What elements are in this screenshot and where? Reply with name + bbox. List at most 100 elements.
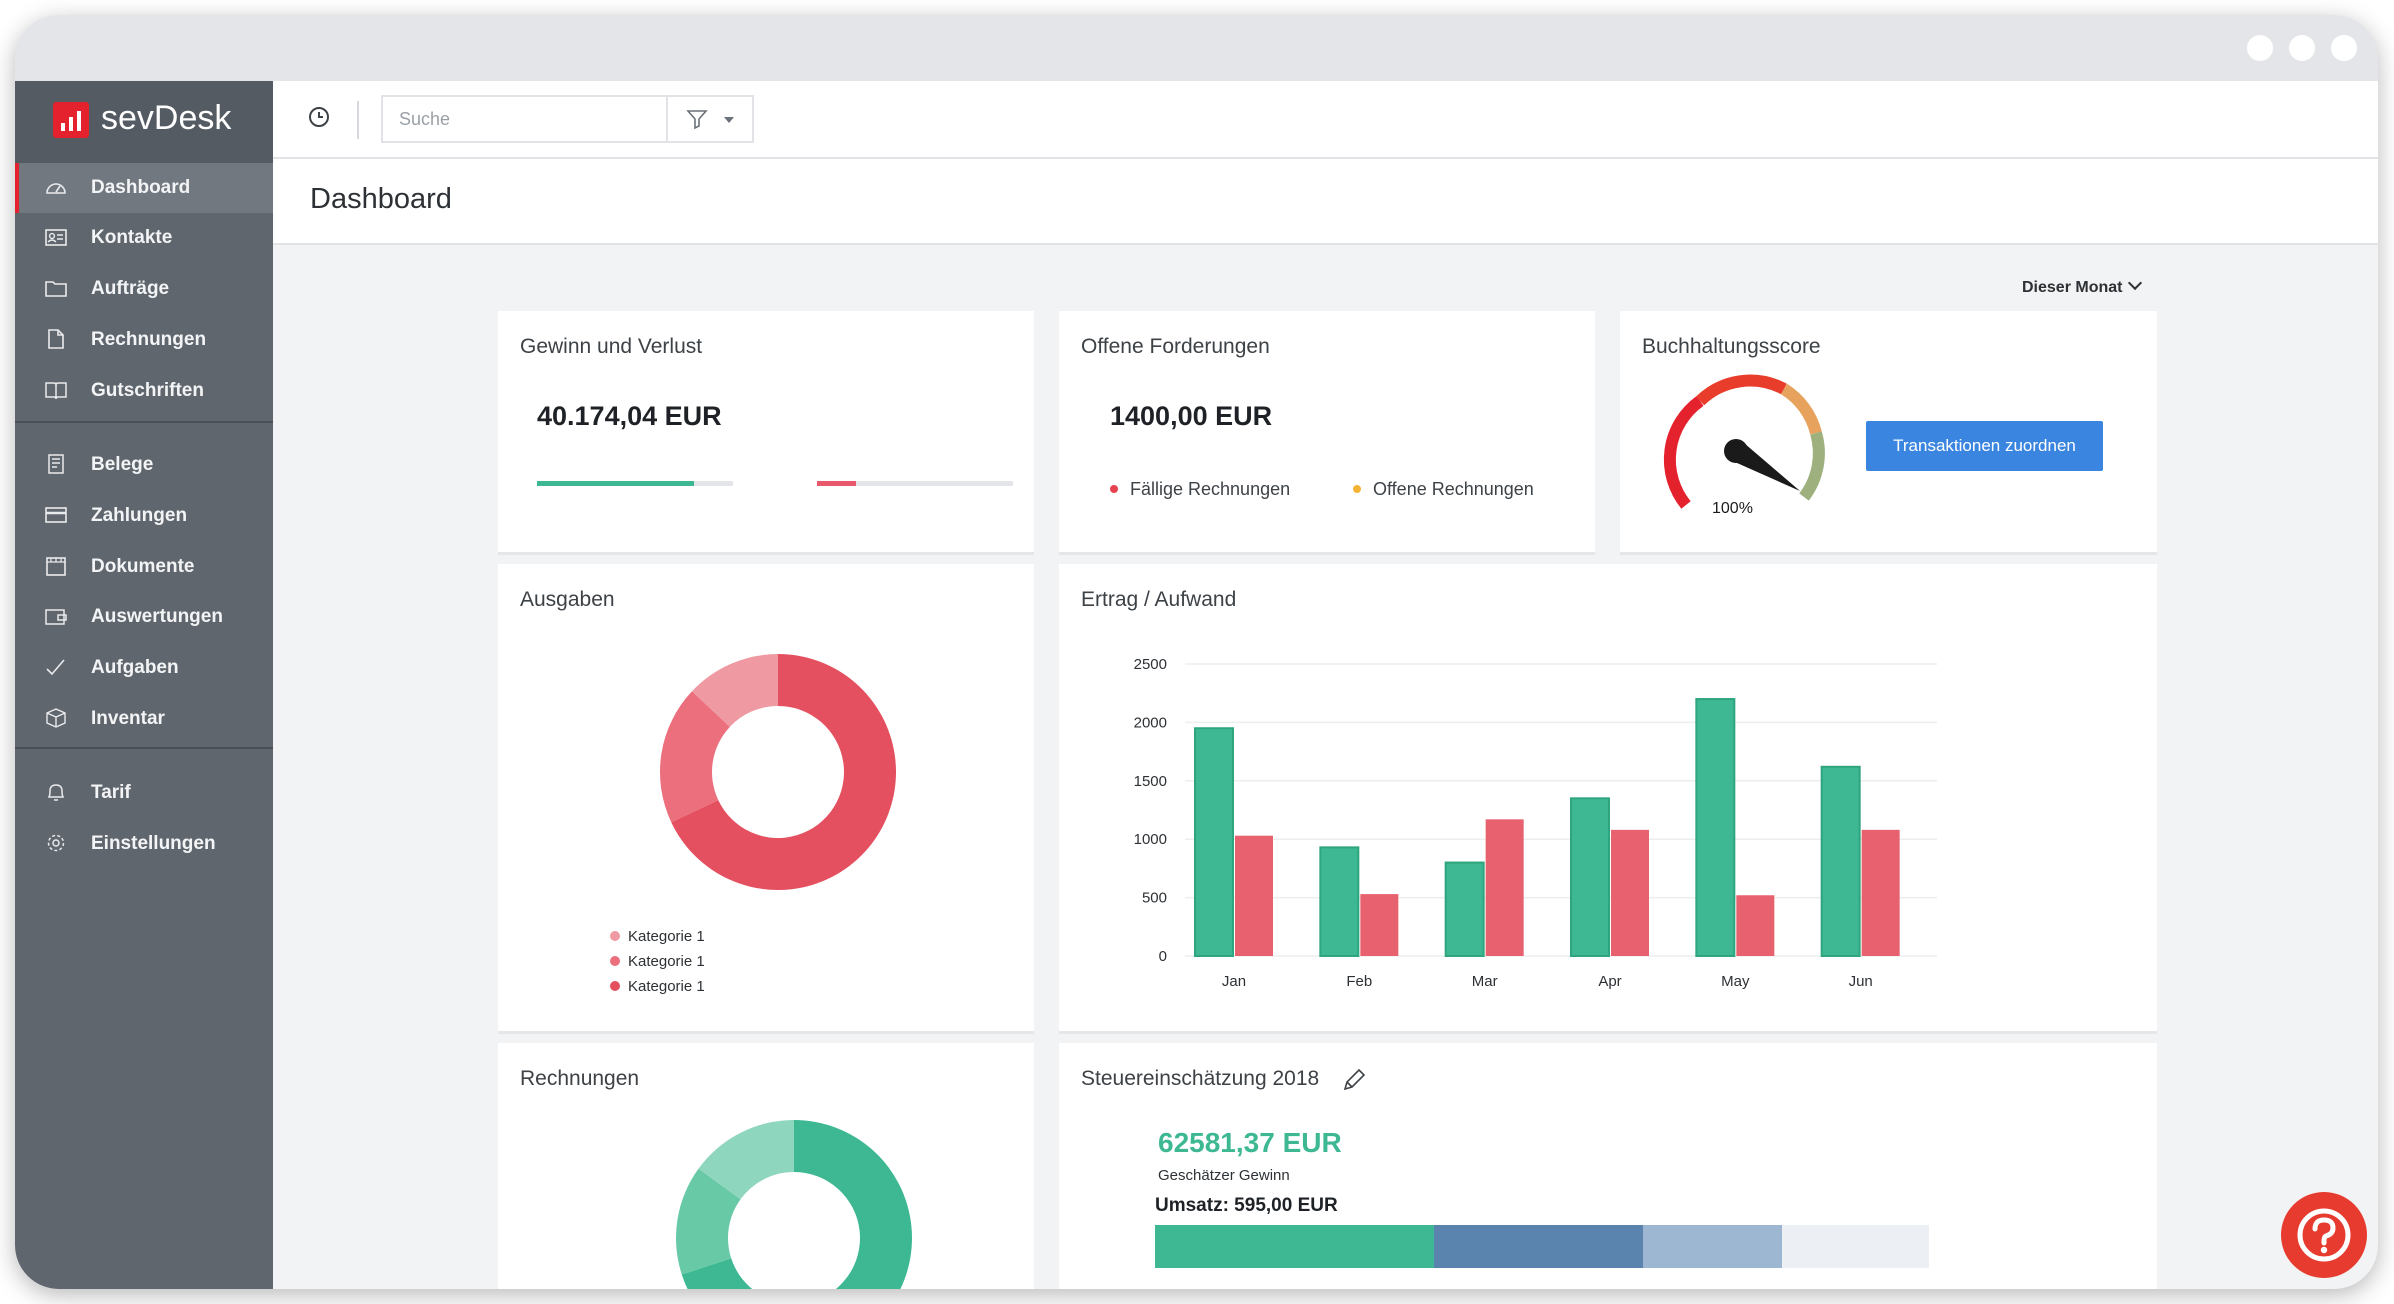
window-titlebar (15, 15, 2378, 81)
umsatz-segment (1642, 1225, 1782, 1268)
score-value: 100% (1712, 500, 1753, 517)
bar-mar-aufwand[interactable] (1485, 819, 1524, 956)
topbar-divider (357, 101, 359, 139)
brand-name: sevDesk (101, 99, 232, 137)
sidebar-item-label: Aufträge (91, 278, 170, 299)
y-tick-label: 1000 (1134, 831, 1167, 848)
ausgaben-slice[interactable] (671, 654, 896, 890)
sidebar-divider (15, 747, 273, 749)
window-dot[interactable] (2331, 35, 2357, 61)
bar-apr-ertrag[interactable] (1570, 797, 1610, 957)
sidebar-item-label: Tarif (91, 782, 131, 803)
bar-jan-aufwand[interactable] (1235, 835, 1273, 956)
legend-item: Kategorie 1 (610, 978, 705, 995)
topbar: Suche (273, 81, 2378, 159)
sidebar-item-label: Rechnungen (91, 329, 207, 350)
sidebar-item-inventar[interactable]: Inventar (15, 694, 273, 744)
rechnungen-slice[interactable] (681, 1120, 912, 1289)
ausgaben-slice[interactable] (691, 654, 778, 727)
brand[interactable]: sevDesk (15, 81, 273, 163)
score-gauge: 100% (1663, 374, 1825, 517)
caret-down-icon (724, 117, 734, 123)
umsatz-label: Umsatz: 595,00 EUR (1155, 1195, 1338, 1216)
clock-icon[interactable] (307, 105, 331, 129)
legend-item-offen: Offene Rechnungen (1353, 479, 1534, 500)
sidebar-item-aufgaben[interactable]: Aufgaben (15, 643, 273, 693)
folder-icon (45, 281, 67, 297)
period-selector[interactable]: Dieser Monat (2022, 275, 2143, 297)
sidebar-item-gutschriften[interactable]: Gutschriften (15, 366, 273, 416)
receivables-amount: 1400,00 EUR (1110, 401, 1273, 431)
legend-dot (610, 931, 620, 941)
bar-jun-ertrag[interactable] (1820, 765, 1861, 957)
bar-jan-ertrag[interactable] (1194, 727, 1234, 957)
help-button[interactable] (2281, 1192, 2367, 1278)
profit-amount: 40.174,04 EUR (537, 401, 722, 431)
book-icon (45, 382, 67, 400)
bar-may-ertrag[interactable] (1695, 698, 1736, 957)
gauge-arc (1780, 383, 1822, 435)
sidebar-item-kontakte[interactable]: Kontakte (15, 213, 273, 263)
window-dot[interactable] (2247, 35, 2273, 61)
bar-jun-aufwand[interactable] (1861, 829, 1900, 956)
sidebar-item-label: Aufgaben (91, 657, 179, 678)
sidebar-divider (15, 421, 273, 423)
bar-feb-aufwand[interactable] (1360, 894, 1399, 956)
rechnungen-donut-chart (676, 1120, 912, 1289)
rechnungen-slice[interactable] (698, 1120, 794, 1200)
filter-icon (686, 110, 708, 130)
card-offene-forderungen: Offene Forderungen 1400,00 EUR Fällige R… (1059, 311, 1595, 555)
expense-bar (817, 481, 1013, 486)
sidebar-item-auswertungen[interactable]: Auswertungen (15, 592, 273, 642)
filter-button[interactable] (666, 95, 754, 143)
estimated-profit-amount: 62581,37 EUR (1158, 1127, 1342, 1158)
pencil-icon[interactable] (1341, 1067, 1367, 1093)
document-icon (48, 329, 64, 349)
legend-label: Kategorie 1 (628, 953, 705, 970)
window-dot[interactable] (2289, 35, 2315, 61)
y-tick-label: 0 (1159, 948, 1167, 965)
page-title: Dashboard (310, 183, 452, 215)
x-tick-label: Mar (1472, 973, 1498, 990)
contact-card-icon (45, 229, 67, 246)
sidebar: sevDesk Dashboard Kontakte Aufträge Rechnun… (15, 81, 273, 1289)
sidebar-item-label: Auswertungen (91, 606, 223, 627)
sidebar-item-zahlungen[interactable]: Zahlungen (15, 491, 273, 541)
expense-bar-fill (817, 481, 857, 486)
bar-apr-aufwand[interactable] (1611, 829, 1649, 956)
legend-item: Kategorie 1 (610, 928, 705, 945)
sidebar-item-auftraege[interactable]: Aufträge (15, 264, 273, 314)
bar-mar-ertrag[interactable] (1444, 861, 1485, 957)
receipt-icon (48, 454, 64, 474)
card-title: Buchhaltungsscore (1642, 335, 1821, 358)
dashboard-gauge-icon (46, 183, 66, 194)
legend-dot (1110, 485, 1118, 493)
legend-label: Fällige Rechnungen (1130, 479, 1291, 499)
search-input[interactable]: Suche (381, 95, 666, 143)
sidebar-item-label: Zahlungen (91, 505, 188, 526)
chevron-down-icon (2128, 275, 2143, 291)
rechnungen-slice[interactable] (676, 1168, 741, 1275)
card-title: Offene Forderungen (1081, 335, 1270, 358)
legend-item: Kategorie 1 (610, 953, 705, 970)
checkmark-icon (46, 659, 65, 676)
sidebar-item-label: Gutschriften (91, 380, 204, 401)
sidebar-item-belege[interactable]: Belege (15, 440, 273, 490)
sidebar-item-dashboard[interactable]: Dashboard (15, 163, 273, 213)
ausgaben-donut-chart (660, 654, 896, 890)
y-tick-label: 2000 (1134, 714, 1167, 731)
bar-may-aufwand[interactable] (1736, 895, 1775, 956)
card-rechnungen: Rechnungen (498, 1043, 1034, 1289)
wallet-icon (45, 609, 67, 625)
sidebar-item-tarif[interactable]: Tarif (15, 768, 273, 818)
sidebar-item-einstellungen[interactable]: Einstellungen (15, 819, 273, 869)
y-tick-label: 500 (1142, 890, 1167, 907)
sidebar-item-dokumente[interactable]: Dokumente (15, 542, 273, 592)
sidebar-item-rechnungen[interactable]: Rechnungen (15, 315, 273, 365)
bar-feb-ertrag[interactable] (1319, 846, 1360, 958)
legend-dot (610, 981, 620, 991)
ausgaben-slice[interactable] (660, 691, 730, 823)
card-title: Ausgaben (520, 588, 615, 611)
assign-transactions-button[interactable]: Transaktionen zuordnen (1866, 421, 2103, 471)
umsatz-stacked-bar (1155, 1225, 1929, 1268)
